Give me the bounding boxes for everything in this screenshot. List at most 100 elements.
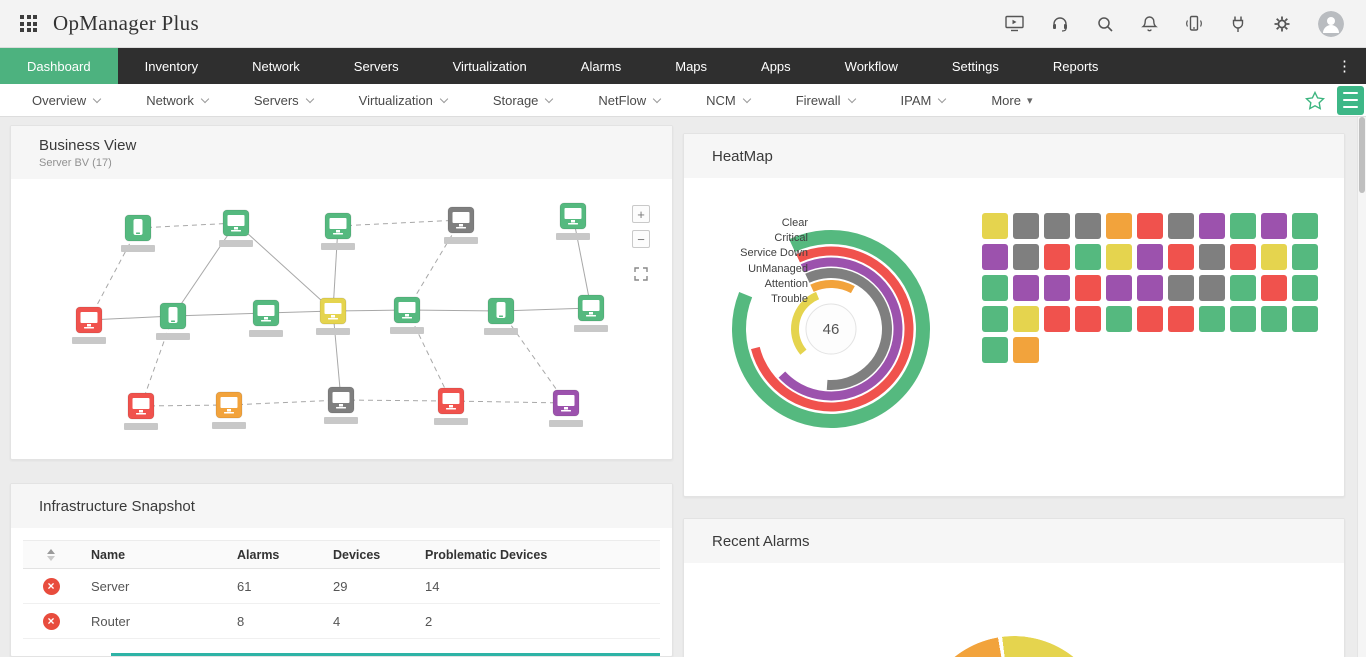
subnav-item-more[interactable]: More ▾ <box>991 93 1032 108</box>
topology-node-green[interactable] <box>249 299 283 337</box>
topology-node-gray[interactable] <box>444 206 478 244</box>
dashboard-menu-button[interactable] <box>1337 85 1364 115</box>
heatmap-cell-red[interactable] <box>1168 244 1194 270</box>
topology-node-green[interactable] <box>121 214 155 252</box>
topology-node-purple[interactable] <box>549 389 583 427</box>
heatmap-cell-gray[interactable] <box>1044 213 1070 239</box>
heatmap-cell-red[interactable] <box>1137 306 1163 332</box>
heatmap-cell-gray[interactable] <box>1013 213 1039 239</box>
nav-item-servers[interactable]: Servers <box>353 58 399 74</box>
topology-node-green[interactable] <box>219 209 253 247</box>
table-row-server[interactable]: × Server 61 29 14 <box>23 569 660 604</box>
nav-item-virtualization[interactable]: Virtualization <box>452 58 527 74</box>
heatmap-cell-green[interactable] <box>982 275 1008 301</box>
zoom-in-button[interactable]: + <box>632 205 650 223</box>
topology-node-green[interactable] <box>390 296 424 334</box>
screen-share-icon[interactable] <box>1005 15 1024 32</box>
heatmap-cell-red[interactable] <box>1075 306 1101 332</box>
heatmap-cell-gray[interactable] <box>1168 213 1194 239</box>
heatmap-cell-purple[interactable] <box>982 244 1008 270</box>
heatmap-cell-green[interactable] <box>1292 244 1318 270</box>
heatmap-cell-red[interactable] <box>1137 213 1163 239</box>
heatmap-cell-purple[interactable] <box>1199 213 1225 239</box>
subnav-item-firewall[interactable]: Firewall <box>796 93 856 108</box>
heatmap-cell-yellow[interactable] <box>1106 244 1132 270</box>
heatmap-cell-red[interactable] <box>1044 244 1070 270</box>
column-header-name[interactable]: Name <box>91 547 126 562</box>
topology-node-gray[interactable] <box>324 386 358 424</box>
heatmap-cell-red[interactable] <box>1230 244 1256 270</box>
search-icon[interactable] <box>1096 15 1114 33</box>
nav-item-dashboard[interactable]: Dashboard <box>0 48 118 84</box>
topology-node-red[interactable] <box>72 306 106 344</box>
nav-item-alarms[interactable]: Alarms <box>580 58 622 74</box>
heatmap-cell-green[interactable] <box>1075 244 1101 270</box>
subnav-item-ncm[interactable]: NCM <box>706 93 751 108</box>
heatmap-cell-green[interactable] <box>1106 306 1132 332</box>
column-header-problematic[interactable]: Problematic Devices <box>425 547 548 562</box>
heatmap-cell-orange[interactable] <box>1013 337 1039 363</box>
power-plug-icon[interactable] <box>1230 15 1246 33</box>
topology-node-red[interactable] <box>434 387 468 425</box>
mobile-icon[interactable] <box>1185 15 1203 33</box>
table-row-router[interactable]: × Router 8 4 2 <box>23 604 660 639</box>
heatmap-cell-gray[interactable] <box>1199 275 1225 301</box>
heatmap-cell-yellow[interactable] <box>982 213 1008 239</box>
heatmap-cell-green[interactable] <box>982 337 1008 363</box>
apps-grid-icon[interactable] <box>20 15 37 32</box>
nav-item-settings[interactable]: Settings <box>951 58 999 74</box>
column-header-alarms[interactable]: Alarms <box>237 547 280 562</box>
heatmap-cell-yellow[interactable] <box>1261 244 1287 270</box>
heatmap-cell-purple[interactable] <box>1106 275 1132 301</box>
nav-item-network[interactable]: Network <box>252 58 300 74</box>
heatmap-cell-yellow[interactable] <box>1013 306 1039 332</box>
settings-gear-icon[interactable] <box>1273 15 1291 33</box>
heatmap-cell-red[interactable] <box>1044 306 1070 332</box>
topology-node-green[interactable] <box>156 302 190 340</box>
heatmap-cell-green[interactable] <box>1261 306 1287 332</box>
heatmap-cell-purple[interactable] <box>1013 275 1039 301</box>
column-header-devices[interactable]: Devices <box>333 547 381 562</box>
heatmap-cell-purple[interactable] <box>1044 275 1070 301</box>
sort-column-header[interactable] <box>23 548 79 561</box>
heatmap-cell-green[interactable] <box>1230 306 1256 332</box>
topology-node-orange[interactable] <box>212 391 246 429</box>
subnav-item-ipam[interactable]: IPAM <box>901 93 947 108</box>
subnav-item-overview[interactable]: Overview <box>32 93 102 108</box>
notifications-bell-icon[interactable] <box>1141 15 1158 33</box>
heatmap-cell-purple[interactable] <box>1137 244 1163 270</box>
heatmap-cell-gray[interactable] <box>1075 213 1101 239</box>
topology-node-green[interactable] <box>321 212 355 250</box>
topology-node-yellow[interactable] <box>316 297 350 335</box>
subnav-item-servers[interactable]: Servers <box>254 93 314 108</box>
scrollbar-thumb[interactable] <box>1359 117 1365 193</box>
heatmap-cell-green[interactable] <box>1230 275 1256 301</box>
subnav-item-virtualization[interactable]: Virtualization <box>359 93 449 108</box>
topology-node-green[interactable] <box>574 294 608 332</box>
heatmap-cell-red[interactable] <box>1168 306 1194 332</box>
fullscreen-button[interactable] <box>634 267 648 281</box>
subnav-item-network[interactable]: Network <box>146 93 210 108</box>
zoom-out-button[interactable]: − <box>632 230 650 248</box>
heatmap-cell-gray[interactable] <box>1168 275 1194 301</box>
heatmap-cell-purple[interactable] <box>1261 213 1287 239</box>
heatmap-cell-green[interactable] <box>1199 306 1225 332</box>
nav-item-maps[interactable]: Maps <box>675 58 708 74</box>
subnav-item-netflow[interactable]: NetFlow <box>598 93 662 108</box>
topology-node-red[interactable] <box>124 392 158 430</box>
heatmap-cell-gray[interactable] <box>1013 244 1039 270</box>
topology-node-green[interactable] <box>484 297 518 335</box>
topology-node-green[interactable] <box>556 202 590 240</box>
heatmap-cell-purple[interactable] <box>1137 275 1163 301</box>
heatmap-cell-red[interactable] <box>1075 275 1101 301</box>
heatmap-cell-green[interactable] <box>1230 213 1256 239</box>
nav-item-reports[interactable]: Reports <box>1052 58 1099 74</box>
heatmap-cell-green[interactable] <box>1292 213 1318 239</box>
nav-item-apps[interactable]: Apps <box>761 58 791 74</box>
sort-icon[interactable] <box>47 548 55 561</box>
subnav-item-storage[interactable]: Storage <box>493 93 554 108</box>
heatmap-cell-green[interactable] <box>982 306 1008 332</box>
nav-item-inventory[interactable]: Inventory <box>144 58 199 74</box>
favorite-star-icon[interactable] <box>1305 90 1325 110</box>
heatmap-cell-green[interactable] <box>1292 275 1318 301</box>
